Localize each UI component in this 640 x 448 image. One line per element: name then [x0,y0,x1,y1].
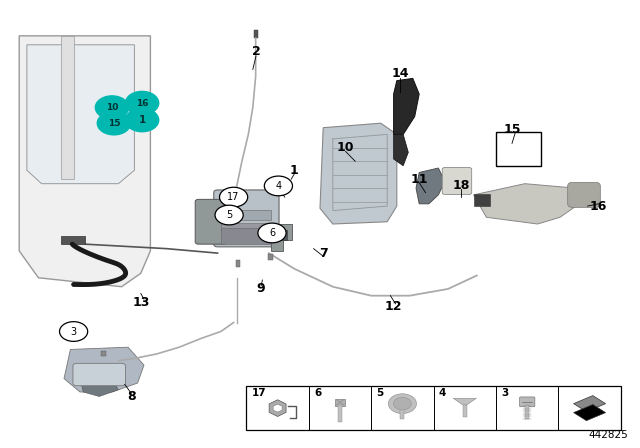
Text: 3: 3 [501,388,508,398]
Text: 1: 1 [138,115,146,125]
Text: 13: 13 [132,296,150,309]
Circle shape [264,176,292,196]
Text: 5: 5 [376,388,383,398]
FancyBboxPatch shape [214,190,279,247]
Text: 10: 10 [106,103,118,112]
Text: 16: 16 [589,199,607,213]
Text: 7: 7 [319,246,328,260]
Text: 2: 2 [252,45,260,58]
Text: 442825: 442825 [589,430,628,440]
Text: 18: 18 [452,179,470,193]
Text: 16: 16 [136,99,148,108]
Bar [221,223,271,231]
Circle shape [215,205,243,225]
Polygon shape [273,404,282,412]
Text: 3: 3 [70,327,77,336]
Bar [254,30,258,38]
Text: 4: 4 [275,181,282,191]
FancyBboxPatch shape [520,397,535,407]
Bar [401,408,404,419]
Polygon shape [573,396,605,412]
Text: 8: 8 [127,390,136,403]
Bar [463,405,467,417]
Text: 12: 12 [385,300,403,314]
Text: 5: 5 [226,210,232,220]
Polygon shape [320,123,397,224]
Polygon shape [27,45,134,184]
Circle shape [97,112,131,135]
Text: 14: 14 [391,67,409,81]
Polygon shape [61,36,74,179]
Circle shape [60,322,88,341]
Text: 17: 17 [227,192,240,202]
Bar [338,405,342,422]
Text: 15: 15 [503,123,521,137]
FancyBboxPatch shape [442,168,472,194]
Circle shape [220,187,248,207]
Bar [236,260,240,267]
Bar [268,254,273,260]
Polygon shape [80,379,118,396]
Text: 17: 17 [252,388,266,398]
Polygon shape [269,400,286,417]
FancyBboxPatch shape [73,363,125,386]
Text: 4: 4 [439,388,446,398]
Polygon shape [394,78,419,134]
Circle shape [125,91,159,115]
Polygon shape [271,224,292,251]
Polygon shape [416,168,445,204]
Bar [474,194,490,206]
Text: 11: 11 [410,172,428,186]
Polygon shape [474,184,586,224]
Circle shape [394,397,412,410]
FancyBboxPatch shape [195,199,227,244]
Text: 1: 1 [290,164,299,177]
Text: 10: 10 [337,141,355,155]
Circle shape [95,96,129,119]
FancyBboxPatch shape [568,182,600,207]
Bar [61,236,85,244]
Text: 6: 6 [314,388,321,398]
Polygon shape [19,36,150,287]
Bar [525,405,529,419]
Text: 15: 15 [108,119,120,128]
Bar [496,132,541,166]
Circle shape [388,394,417,414]
Bar [221,228,271,244]
Text: 6: 6 [269,228,275,238]
Polygon shape [453,398,476,405]
Bar [335,399,345,406]
Text: 9: 9 [257,282,266,296]
Polygon shape [64,347,144,392]
Bar [221,210,271,220]
Circle shape [258,223,286,243]
Polygon shape [394,134,408,166]
Polygon shape [573,405,605,421]
Bar [246,386,621,430]
Bar [269,230,287,240]
Bar [101,351,106,356]
Circle shape [125,108,159,132]
